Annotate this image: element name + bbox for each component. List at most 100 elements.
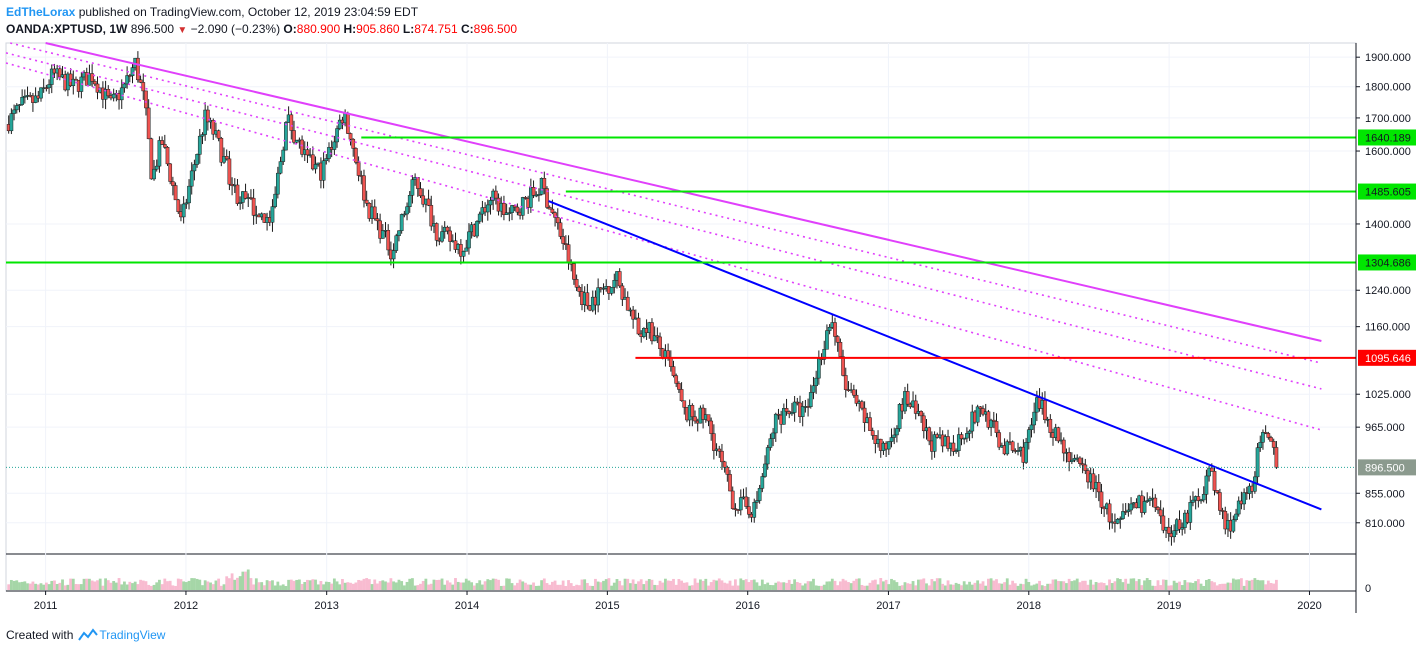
candle-body[interactable] bbox=[722, 461, 727, 468]
candle-body[interactable] bbox=[515, 206, 520, 213]
candle-body[interactable] bbox=[238, 202, 243, 204]
candle-body[interactable] bbox=[227, 158, 232, 185]
candle-body[interactable] bbox=[71, 78, 76, 86]
candle-body[interactable] bbox=[90, 73, 94, 82]
candle-body[interactable] bbox=[1180, 527, 1185, 530]
candle-body[interactable] bbox=[612, 280, 617, 288]
candle-body[interactable] bbox=[488, 200, 493, 206]
candle-body[interactable] bbox=[795, 401, 800, 404]
candle-body[interactable] bbox=[927, 427, 932, 442]
candle-body[interactable] bbox=[636, 317, 641, 335]
candle-body[interactable] bbox=[1032, 411, 1037, 426]
candle-body[interactable] bbox=[141, 82, 146, 92]
candle-body[interactable] bbox=[811, 385, 816, 393]
candle-body[interactable] bbox=[1118, 518, 1123, 520]
candle-body[interactable] bbox=[502, 202, 506, 215]
candle-body[interactable] bbox=[157, 140, 162, 167]
candle-body[interactable] bbox=[744, 496, 749, 507]
candle-body[interactable] bbox=[125, 75, 129, 85]
candle-body[interactable] bbox=[763, 463, 767, 477]
candle-body[interactable] bbox=[224, 156, 229, 160]
candle-body[interactable] bbox=[168, 163, 173, 182]
candle-body[interactable] bbox=[12, 109, 16, 114]
candle-body[interactable] bbox=[892, 434, 897, 438]
candle-body[interactable] bbox=[709, 420, 714, 434]
drawings[interactable] bbox=[5, 42, 1356, 511]
candle-body[interactable] bbox=[211, 120, 216, 135]
candle-body[interactable] bbox=[932, 434, 937, 452]
candle-body[interactable] bbox=[440, 231, 444, 242]
candle-body[interactable] bbox=[886, 441, 891, 450]
candle-body[interactable] bbox=[187, 185, 191, 204]
candle-body[interactable] bbox=[1218, 492, 1222, 511]
candle-body[interactable] bbox=[448, 230, 452, 242]
candle-body[interactable] bbox=[119, 87, 124, 101]
candle-body[interactable] bbox=[889, 437, 894, 442]
candle-body[interactable] bbox=[313, 164, 318, 170]
candle-body[interactable] bbox=[975, 406, 980, 423]
candle-body[interactable] bbox=[378, 220, 382, 239]
candle-body[interactable] bbox=[1070, 459, 1074, 462]
candle-body[interactable] bbox=[677, 383, 681, 390]
candle-body[interactable] bbox=[1080, 463, 1085, 466]
candle-body[interactable] bbox=[625, 296, 630, 311]
candle-body[interactable] bbox=[292, 130, 296, 143]
candle-body[interactable] bbox=[1207, 467, 1211, 477]
candle-body[interactable] bbox=[1255, 447, 1260, 478]
candle-body[interactable] bbox=[136, 57, 140, 81]
candle-body[interactable] bbox=[171, 181, 175, 186]
candle-body[interactable] bbox=[757, 488, 762, 501]
candle-body[interactable] bbox=[1056, 427, 1061, 442]
candle-body[interactable] bbox=[200, 134, 205, 137]
candle-body[interactable] bbox=[324, 158, 329, 161]
candle-body[interactable] bbox=[808, 392, 813, 407]
candle-body[interactable] bbox=[507, 212, 512, 214]
candle-body[interactable] bbox=[854, 394, 859, 404]
candle-body[interactable] bbox=[278, 161, 283, 174]
candle-body[interactable] bbox=[620, 285, 625, 300]
candle-body[interactable] bbox=[243, 191, 248, 199]
candle-body[interactable] bbox=[838, 342, 843, 357]
candle-body[interactable] bbox=[720, 450, 724, 463]
candle-body[interactable] bbox=[485, 204, 490, 213]
candle-body[interactable] bbox=[1172, 530, 1176, 538]
candle-body[interactable] bbox=[792, 401, 797, 413]
candle-body[interactable] bbox=[57, 68, 62, 78]
candle-body[interactable] bbox=[542, 178, 547, 189]
candle-body[interactable] bbox=[251, 197, 256, 216]
candle-body[interactable] bbox=[9, 113, 14, 132]
candle-body[interactable] bbox=[391, 250, 396, 260]
candle-body[interactable] bbox=[92, 81, 97, 85]
candle-body[interactable] bbox=[531, 187, 536, 196]
candle-body[interactable] bbox=[1115, 518, 1120, 524]
candle-body[interactable] bbox=[868, 417, 872, 431]
candle-body[interactable] bbox=[784, 408, 789, 412]
candle-body[interactable] bbox=[827, 326, 832, 331]
candle-body[interactable] bbox=[666, 350, 670, 358]
candle-body[interactable] bbox=[991, 419, 996, 422]
candle-body[interactable] bbox=[1153, 497, 1158, 508]
candle-body[interactable] bbox=[1166, 526, 1171, 534]
candle-body[interactable] bbox=[154, 165, 159, 170]
candle-body[interactable] bbox=[1016, 450, 1020, 452]
candle-body[interactable] bbox=[364, 199, 369, 204]
candle-body[interactable] bbox=[206, 109, 210, 123]
candle-body[interactable] bbox=[47, 84, 51, 89]
candle-body[interactable] bbox=[1274, 447, 1279, 468]
candle-body[interactable] bbox=[851, 389, 856, 396]
author-link[interactable]: EdTheLorax bbox=[6, 5, 76, 19]
candlesticks[interactable] bbox=[6, 51, 1279, 546]
candle-body[interactable] bbox=[14, 105, 19, 111]
candle-body[interactable] bbox=[596, 287, 600, 306]
candle-body[interactable] bbox=[733, 508, 738, 510]
candle-body[interactable] bbox=[362, 175, 366, 201]
candle-body[interactable] bbox=[725, 467, 730, 475]
tradingview-logo[interactable]: TradingView bbox=[77, 628, 165, 642]
candle-body[interactable] bbox=[477, 213, 482, 222]
candle-body[interactable] bbox=[281, 149, 286, 162]
candle-body[interactable] bbox=[1148, 498, 1152, 501]
candle-body[interactable] bbox=[738, 497, 743, 511]
candle-body[interactable] bbox=[609, 287, 614, 294]
candle-body[interactable] bbox=[1043, 400, 1047, 420]
